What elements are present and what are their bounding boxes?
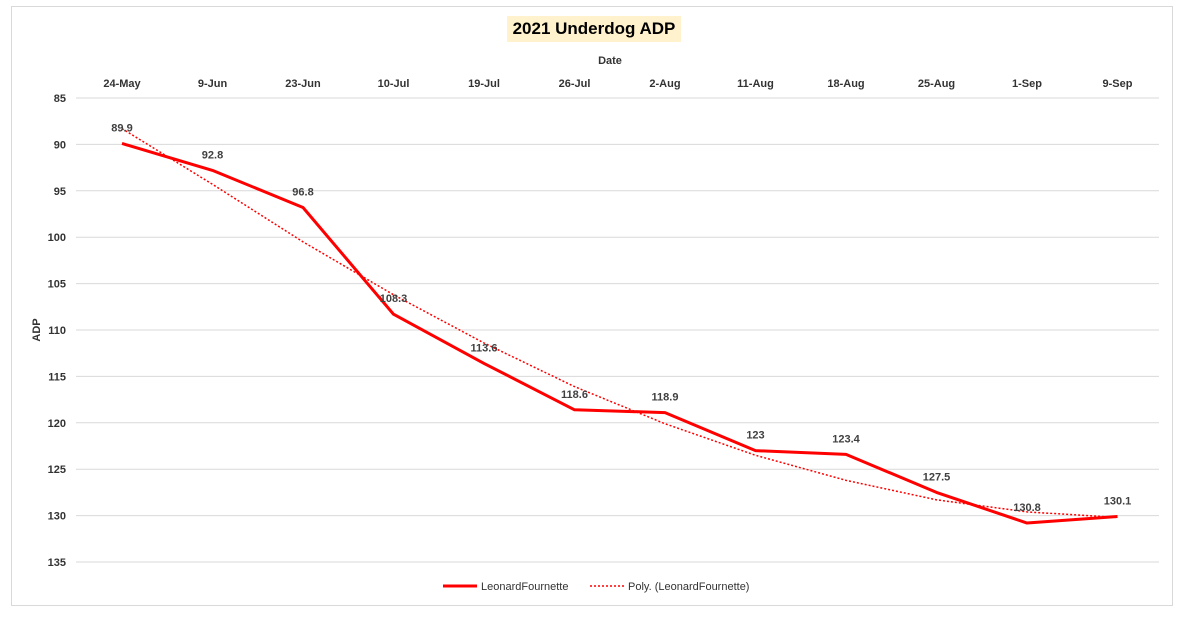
x-tick-label: 18-Aug	[827, 78, 864, 90]
x-tick-label: 19-Jul	[468, 78, 500, 90]
x-tick-label: 23-Jun	[285, 78, 321, 90]
y-tick-label: 120	[48, 418, 66, 430]
y-tick-label: 110	[48, 325, 66, 337]
gridlines	[76, 97, 1159, 563]
trendline-series	[121, 127, 1118, 519]
x-tick-labels: 24-May 9-Jun 23-Jun 10-Jul 19-Jul 26-Jul 2-Aug…	[103, 78, 1132, 90]
data-label: 118.6	[561, 389, 588, 401]
y-tick-label: 135	[48, 557, 66, 569]
x-tick-label: 25-Aug	[918, 78, 955, 90]
y-tick-labels: 85 90 95 100 105 110 115 120 125 130 135	[48, 93, 66, 569]
y-tick-label: 95	[54, 186, 66, 198]
x-tick-label: 2-Aug	[649, 78, 680, 90]
legend: LeonardFournette Poly. (LeonardFournette)	[443, 581, 749, 593]
legend-label: LeonardFournette	[481, 581, 568, 593]
data-label: 92.8	[202, 149, 223, 161]
x-tick-label: 10-Jul	[378, 78, 410, 90]
series-lines	[121, 127, 1118, 525]
chart-title-wrapper: 2021 Underdog ADP	[0, 16, 1188, 42]
y-tick-label: 130	[48, 511, 66, 523]
data-label: 123	[746, 430, 764, 442]
data-labels: 89.9 92.8 96.8 108.3 113.6 118.6 118.9 123 123.4…	[111, 122, 1131, 514]
main-series-line	[121, 142, 1118, 525]
x-axis-title: Date	[598, 55, 622, 67]
y-axis-title: ADP	[31, 318, 43, 341]
data-label: 108.3	[380, 293, 408, 305]
data-label: 113.6	[471, 342, 498, 354]
y-tick-label: 105	[48, 279, 66, 291]
x-tick-label: 9-Jun	[198, 78, 228, 90]
y-tick-label: 85	[54, 93, 66, 105]
data-label: 127.5	[923, 471, 951, 483]
x-tick-label: 26-Jul	[559, 78, 591, 90]
data-label: 89.9	[111, 122, 132, 134]
chart-title: 2021 Underdog ADP	[506, 16, 682, 42]
data-label: 118.9	[652, 392, 679, 404]
data-label: 96.8	[292, 187, 313, 199]
legend-label: Poly. (LeonardFournette)	[628, 581, 749, 593]
y-tick-label: 115	[48, 371, 66, 383]
x-tick-label: 11-Aug	[737, 78, 774, 90]
y-tick-label: 125	[48, 464, 66, 476]
y-tick-label: 90	[54, 139, 66, 151]
data-label: 130.8	[1013, 502, 1041, 514]
data-label: 123.4	[832, 433, 860, 445]
data-label: 130.1	[1104, 496, 1132, 508]
x-tick-label: 24-May	[103, 78, 141, 90]
x-tick-label: 1-Sep	[1012, 78, 1042, 90]
y-tick-label: 100	[48, 232, 66, 244]
x-tick-label: 9-Sep	[1103, 78, 1133, 90]
